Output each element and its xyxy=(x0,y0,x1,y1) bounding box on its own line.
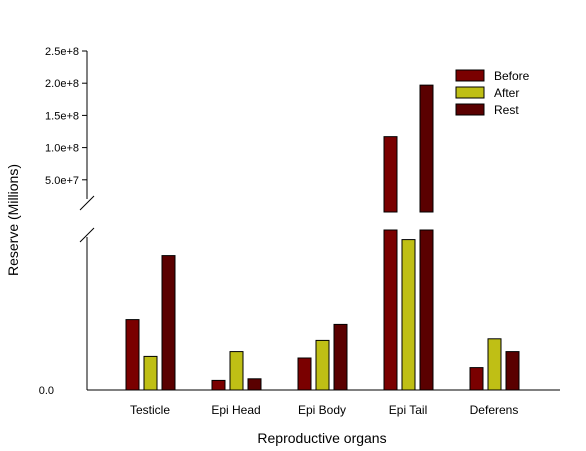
bar-rest xyxy=(505,351,520,391)
bars xyxy=(125,84,520,391)
tick-labels: 5.0e+7 1.0e+8 1.5e+8 2.0e+8 2.5e+8 0.0 xyxy=(39,46,87,397)
legend-label-before: Before xyxy=(494,69,530,83)
legend: Before After Rest xyxy=(455,69,530,117)
x-tick-label: Testicle xyxy=(130,403,170,417)
legend-swatch-rest xyxy=(455,103,485,116)
legend-label-rest: Rest xyxy=(494,103,519,117)
x-axis-title: Reproductive organs xyxy=(257,430,386,446)
bar-after xyxy=(229,351,244,391)
bar-before xyxy=(125,319,140,391)
bar-rest-lower xyxy=(419,229,434,391)
bar-rest xyxy=(333,323,348,391)
bar-before xyxy=(297,357,312,391)
bar-before xyxy=(469,367,484,391)
bar-rest xyxy=(247,378,262,391)
x-tick-label: Epi Body xyxy=(298,403,346,417)
bar-after xyxy=(487,338,502,391)
y-tick-label: 2.5e+8 xyxy=(45,46,79,58)
x-tick-label: Epi Head xyxy=(211,403,260,417)
bar-rest xyxy=(161,255,176,391)
axis-break-mark-lower xyxy=(79,227,95,243)
y-axis-title: Reserve (Millions) xyxy=(5,164,21,276)
bar-before-upper xyxy=(383,136,398,213)
bar-after xyxy=(315,339,330,391)
legend-swatch-after xyxy=(455,86,485,99)
bar-before-lower xyxy=(383,229,398,391)
bar-rest-upper xyxy=(419,84,434,213)
y-tick-label: 0.0 xyxy=(39,385,54,397)
y-tick-label: 2.0e+8 xyxy=(45,78,79,90)
bar-after xyxy=(401,239,416,391)
legend-label-after: After xyxy=(494,86,519,100)
axis-break-mark-upper xyxy=(79,195,95,211)
y-tick-label: 1.5e+8 xyxy=(45,110,79,122)
y-tick-label: 1.0e+8 xyxy=(45,143,79,155)
x-tick-label: Epi Tail xyxy=(389,403,427,417)
bar-after xyxy=(143,355,158,391)
category-labels: Testicle Epi Head Epi Body Epi Tail Deferens xyxy=(130,403,518,417)
y-tick-label: 5.0e+7 xyxy=(45,175,79,187)
x-tick-label: Deferens xyxy=(470,403,519,417)
legend-swatch-before xyxy=(455,69,485,82)
bar-before xyxy=(211,379,226,391)
